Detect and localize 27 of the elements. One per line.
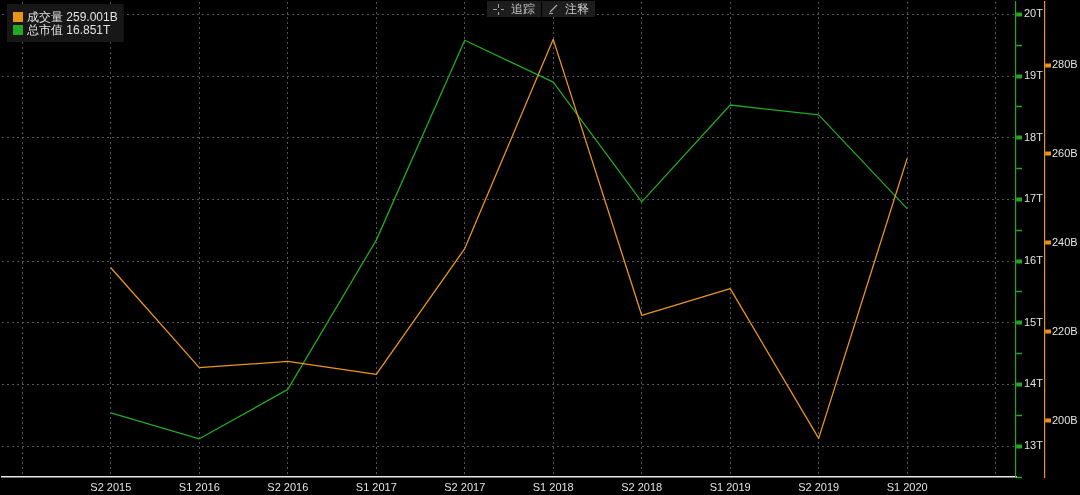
y-tick-label: 19T	[1024, 69, 1044, 82]
y-tick-label: 16T	[1024, 254, 1044, 267]
x-tick-label: S2 2015	[90, 480, 132, 493]
x-tick-label: S1 2019	[709, 480, 751, 493]
y2-tick-label: 260B	[1052, 147, 1078, 159]
y-tick-label: 13T	[1024, 439, 1044, 452]
y-tick-label: 20T	[1024, 7, 1044, 20]
y2-tick-label: 240B	[1052, 235, 1078, 248]
y2-tick-label: 280B	[1052, 58, 1078, 71]
legend-label: 成交量 259.001B	[27, 9, 118, 24]
y2-tick-label: 220B	[1052, 324, 1078, 337]
x-tick-label: S2 2017	[444, 480, 486, 493]
annotation: 注释	[565, 1, 589, 17]
x-tick-label: S1 2017	[355, 480, 397, 493]
y-tick-label: 17T	[1024, 192, 1044, 205]
legend-label: 总市值 16.851T	[26, 22, 112, 37]
x-tick-label: S1 2016	[178, 480, 220, 493]
y-tick-label: 18T	[1024, 130, 1044, 143]
x-tick-label: S1 2020	[886, 480, 928, 493]
y-tick-label: 15T	[1024, 315, 1044, 328]
x-tick-label: S2 2016	[267, 480, 309, 493]
x-tick-label: S1 2018	[532, 480, 574, 493]
annotation: 追踪	[511, 1, 535, 17]
y-tick-label: 14T	[1024, 377, 1044, 390]
x-tick-label: S2 2018	[621, 480, 663, 493]
x-tick-label: S2 2019	[798, 480, 840, 493]
y2-tick-label: 200B	[1052, 413, 1078, 426]
